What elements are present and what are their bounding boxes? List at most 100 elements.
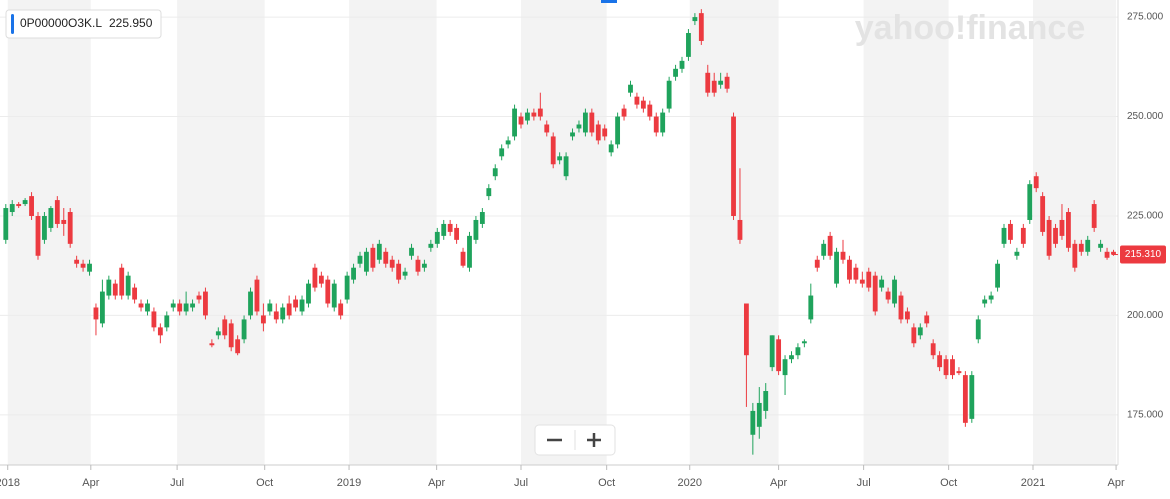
candle-body	[1033, 176, 1039, 189]
candle-body	[177, 303, 183, 312]
candle-body	[518, 116, 524, 125]
candle-body	[3, 208, 9, 240]
last-price-box	[1120, 245, 1166, 264]
candle-body	[447, 223, 453, 232]
candle-body	[473, 219, 479, 240]
candle-body	[602, 128, 608, 137]
candle-body	[80, 263, 86, 268]
candle-body	[937, 355, 943, 368]
candle-body	[164, 315, 170, 328]
candle-body	[544, 124, 550, 133]
y-tick-label: 250.000	[1127, 111, 1164, 122]
x-tick-label: Apr	[82, 477, 99, 489]
candle-body	[666, 80, 672, 109]
candle-body	[718, 80, 724, 85]
x-tick-label: Jul	[170, 477, 184, 489]
candle-body	[1098, 243, 1104, 248]
candle-body	[389, 259, 395, 268]
candle-body	[763, 391, 769, 411]
candle-body	[338, 303, 344, 316]
zoom-in[interactable]	[587, 433, 601, 447]
candle-body	[988, 295, 994, 300]
x-tick-label: Apr	[770, 477, 787, 489]
quarter-band	[521, 0, 607, 465]
candle-body	[228, 323, 234, 348]
candle-body	[847, 259, 852, 280]
candle-body	[1001, 227, 1007, 244]
candle-body	[421, 263, 427, 268]
candle-body	[525, 112, 530, 121]
candle-body	[686, 33, 691, 57]
candle-body	[731, 116, 736, 216]
candle-body	[222, 319, 228, 336]
candle-body	[132, 287, 138, 300]
candle-body	[460, 251, 466, 266]
quarter-band	[1032, 0, 1117, 465]
candle-body	[647, 104, 653, 117]
candle-body	[679, 60, 685, 69]
candle-body	[911, 327, 917, 344]
candle-body	[357, 255, 363, 264]
quarter-band	[863, 0, 949, 465]
candle-body	[634, 96, 640, 105]
candle-body	[982, 299, 988, 304]
candle-body	[209, 343, 215, 346]
candle-body	[776, 339, 782, 372]
candle-body	[499, 148, 505, 157]
candle-body	[293, 299, 299, 308]
candle-body	[99, 291, 105, 324]
candle-body	[454, 227, 460, 240]
candle-body	[660, 112, 666, 133]
candle-body	[119, 267, 125, 296]
candle-body	[183, 303, 189, 312]
x-ticks: 2018 Apr Jul Oct 2019 Apr Jul Oct 2020 Apr Jul Oct 2…	[0, 465, 1125, 489]
candle-body	[157, 327, 163, 336]
candle-body	[492, 168, 498, 177]
candle-body	[827, 235, 833, 256]
candle-body	[885, 291, 891, 300]
candle-body	[74, 259, 80, 264]
candle-body	[698, 13, 704, 41]
candle-body	[325, 279, 331, 304]
candle-body	[344, 275, 350, 300]
candle-body	[1091, 204, 1097, 228]
candle-body	[48, 208, 54, 228]
candle-body	[917, 327, 923, 336]
candle-body	[396, 263, 402, 280]
candle-body	[299, 299, 305, 312]
candle-body	[486, 188, 492, 197]
candle-body	[930, 343, 936, 356]
candle-body	[1111, 251, 1116, 255]
candle-body	[705, 72, 711, 93]
last-price-label: 215.310	[1125, 249, 1162, 260]
candle-body	[904, 311, 910, 320]
candle-body	[582, 112, 588, 133]
x-tick-label: Oct	[256, 477, 273, 489]
candle-body	[653, 116, 659, 133]
candle-body	[737, 219, 743, 240]
candle-body	[42, 215, 47, 240]
candle-body	[1085, 239, 1091, 252]
candle-body	[576, 124, 582, 129]
candle-body	[834, 251, 839, 284]
candle-body	[531, 112, 537, 117]
x-tick-label: Oct	[940, 477, 957, 489]
candle-body	[892, 279, 897, 304]
candle-body	[570, 132, 575, 137]
candle-body	[950, 359, 955, 376]
candle-body	[924, 315, 930, 324]
candle-body	[769, 335, 775, 368]
candle-body	[415, 259, 421, 272]
candle-body	[1040, 196, 1046, 232]
x-tick-label: Apr	[1108, 477, 1125, 489]
candle-body	[428, 243, 434, 248]
y-tick-label: 225.000	[1127, 211, 1164, 222]
candle-body	[306, 283, 311, 304]
candle-body	[943, 359, 949, 376]
candle-body	[1065, 212, 1071, 248]
candle-body	[67, 212, 73, 244]
candle-body	[975, 319, 981, 340]
candle-body	[402, 271, 408, 276]
candle-body	[241, 319, 247, 340]
y-tick-label: 200.000	[1127, 310, 1164, 321]
